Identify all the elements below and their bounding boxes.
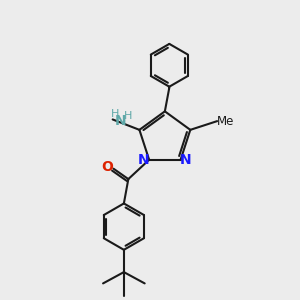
Text: N: N — [180, 153, 192, 167]
Text: H: H — [111, 109, 119, 119]
Text: O: O — [102, 160, 113, 175]
Text: N: N — [115, 114, 127, 128]
Text: N: N — [138, 153, 150, 167]
Text: H: H — [124, 111, 132, 121]
Text: Me: Me — [217, 115, 234, 128]
